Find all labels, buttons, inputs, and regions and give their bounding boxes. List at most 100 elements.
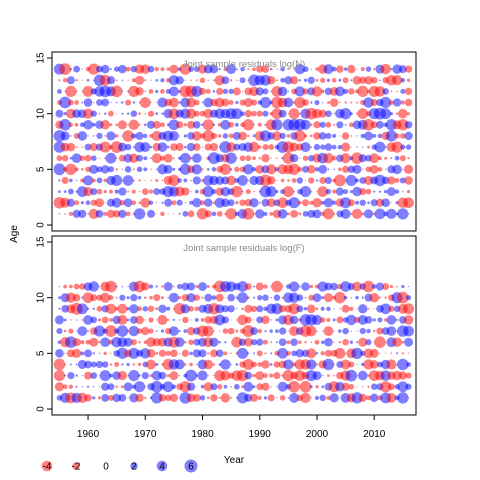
residual-point [115,157,118,160]
residual-point [104,112,107,115]
residual-point [247,352,250,355]
residual-point [271,303,283,315]
residual-point [210,394,218,402]
residual-point [212,363,216,366]
residual-point [322,330,324,332]
residual-point [96,132,103,140]
residual-point [347,64,356,74]
residual-point [341,142,351,152]
residual-point [235,201,239,205]
residual-point [138,340,141,344]
residual-point [320,89,325,94]
residual-point [236,157,238,159]
residual-point [69,363,72,366]
residual-point [243,98,253,108]
residual-point [66,76,75,85]
panel-title: Joint sample residuals log(F) [183,243,304,254]
residual-point [242,325,255,337]
residual-point [53,163,66,176]
residual-point [176,199,183,206]
residual-point [151,392,163,404]
residual-point [225,152,237,164]
residual-point [81,386,83,388]
residual-point [103,351,107,356]
bubbles-logN [53,63,414,220]
residual-point [155,178,159,182]
residual-point [109,189,113,194]
residual-point [386,315,397,325]
residual-point [114,362,120,367]
residual-point [74,122,79,127]
residual-point [257,362,263,367]
residual-point [259,130,272,142]
residual-point [287,330,289,332]
residual-point [291,350,297,357]
residual-point [222,88,229,95]
residual-point [117,370,128,381]
residual-point [297,166,303,172]
residual-point [309,284,314,289]
residual-point [158,371,167,380]
residual-point [361,296,364,299]
residual-point [277,347,288,359]
residual-point [90,188,98,196]
residual-point [315,352,319,355]
residual-point [115,101,118,104]
residual-point [242,119,255,131]
residual-point [313,143,321,151]
residual-point [347,199,355,207]
residual-point [385,130,398,142]
residual-point [157,97,168,108]
residual-point [404,131,413,141]
residual-point [105,280,117,293]
residual-point [231,336,243,348]
residual-point [255,165,265,174]
residual-point [400,133,406,139]
residual-point [168,119,180,131]
residual-point [256,110,263,117]
residual-point [195,284,199,289]
residual-point [71,153,82,164]
residual-point [183,123,188,127]
residual-point [364,316,373,324]
residual-point [397,392,409,404]
residual-point [113,66,120,72]
residual-point [256,350,263,357]
residual-point [201,296,204,299]
residual-point [116,113,118,115]
residual-point [147,110,155,117]
residual-point [134,381,146,393]
residual-point [356,363,358,366]
residual-point [302,155,309,161]
residual-point [236,319,238,321]
residual-point [221,316,230,324]
residual-point [314,395,320,400]
residual-point [110,68,112,71]
residual-point [228,100,234,106]
residual-point [336,121,344,129]
residual-point [84,143,92,151]
residual-point [303,134,308,138]
residual-point [386,208,397,219]
y-tick-label: 0 [36,406,47,412]
residual-point [295,349,305,358]
residual-point [359,327,366,335]
residual-point [87,213,89,215]
residual-point [110,85,123,98]
residual-point [156,319,158,321]
residual-point [214,97,225,108]
residual-point [231,185,243,198]
residual-point [84,394,92,402]
residual-point [175,121,184,129]
residual-point [172,318,176,322]
residual-point [69,178,73,183]
residual-point [397,208,409,220]
residual-point [233,143,241,151]
residual-point [315,67,319,71]
residual-point [357,85,369,97]
residual-point [289,392,300,403]
residual-point [296,177,304,184]
residual-point [72,293,81,302]
residual-point [366,328,371,334]
residual-point [92,396,96,400]
